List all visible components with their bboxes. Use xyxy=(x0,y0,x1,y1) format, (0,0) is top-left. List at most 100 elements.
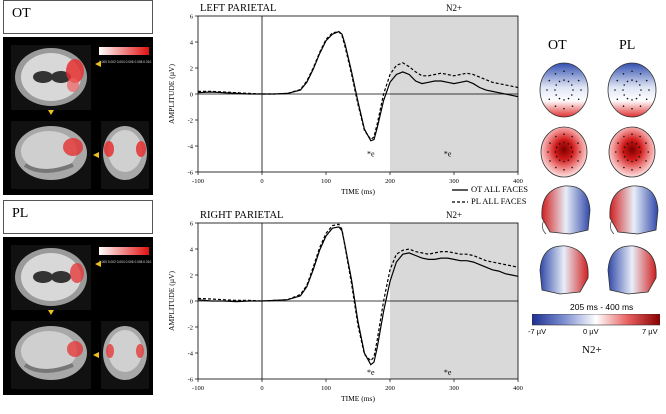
electrode-dot xyxy=(622,105,625,107)
source-panel-pl: PL 0.000 0.002 0.004 0.006 0.008 0.010 xyxy=(3,200,153,395)
electrode-dot xyxy=(639,94,641,96)
electrode-dot xyxy=(563,70,565,73)
topo-ot-back xyxy=(540,126,588,178)
electrode-dot xyxy=(580,89,582,91)
topo-cbar-min: -7 µV xyxy=(528,327,547,336)
electrode-dot xyxy=(571,84,573,86)
y-tick-label: 0 xyxy=(190,299,193,306)
electrode-dot xyxy=(645,160,647,162)
electrode-dot xyxy=(555,94,557,96)
shaded-label: N2+ xyxy=(446,3,462,13)
annotation-e: *e xyxy=(367,149,375,158)
electrode-dot xyxy=(623,146,626,149)
electrode-dot xyxy=(631,79,633,81)
shaded-label: N2+ xyxy=(446,210,462,220)
y-tick-label: -4 xyxy=(188,351,194,358)
mri-colorbar xyxy=(99,47,149,55)
arrow-marker xyxy=(95,61,101,67)
electrode-dot xyxy=(558,80,561,83)
electrode-dot xyxy=(631,70,633,73)
y-tick-label: 2 xyxy=(190,273,193,280)
electrode-dot xyxy=(635,143,638,145)
arrow-marker xyxy=(48,310,54,315)
electrode-dot xyxy=(617,160,619,162)
electrode-dot xyxy=(563,169,565,171)
panel-label: OT xyxy=(12,6,31,21)
x-tick-label: 400 xyxy=(513,385,523,392)
electrode-dot xyxy=(563,141,565,144)
y-axis-label: AMPLITUDE (µV) xyxy=(167,64,176,124)
electrode-dot xyxy=(567,159,570,161)
electrode-dot xyxy=(639,151,642,153)
electrode-dot xyxy=(645,142,647,144)
annotation-e: *e xyxy=(367,368,375,377)
electrode-dot xyxy=(554,151,557,153)
topo-cbar-mid: 0 µV xyxy=(583,327,599,336)
electrode-dot xyxy=(638,155,641,158)
electrode-dot xyxy=(548,98,551,101)
electrode-dot xyxy=(570,155,573,158)
electrode-dot xyxy=(571,73,574,75)
electrode-dot xyxy=(626,80,629,83)
series-ot-line xyxy=(197,226,519,366)
electrode-dot xyxy=(563,133,565,135)
legend-ot: OT ALL FACES xyxy=(471,184,528,194)
erp-chart-svg: -100 0 100 200 300 400 -6 -4 -2 0 2 4 6 RIGHT PARIETA… xyxy=(167,210,523,403)
electrode-dot xyxy=(554,89,556,91)
electrode-dot xyxy=(640,89,642,91)
colorbar-ticks: 0.000 0.002 0.004 0.006 0.008 0.010 xyxy=(99,260,152,264)
electrode-dot xyxy=(631,141,633,144)
sagittal-slice xyxy=(11,321,91,389)
electrode-dot xyxy=(554,105,557,107)
electrode-dot xyxy=(555,135,557,138)
topo-col-ot: OT xyxy=(548,38,567,53)
electrode-dot xyxy=(563,79,565,81)
electrode-dot xyxy=(555,155,558,158)
x-tick-label: 100 xyxy=(321,385,331,392)
y-tick-label: 4 xyxy=(190,40,194,47)
legend-pl: PL ALL FACES xyxy=(471,196,527,206)
chart-title: RIGHT PARIETAL xyxy=(200,210,283,221)
y-tick-label: 2 xyxy=(190,66,193,73)
electrode-dot xyxy=(555,84,557,86)
sagittal-slice xyxy=(11,121,91,189)
topo-cbar-max: 7 µV xyxy=(642,327,658,336)
colorbar-ticks: 0.000 0.002 0.004 0.006 0.008 0.010 xyxy=(99,60,152,64)
electrode-dot xyxy=(645,79,648,82)
electrode-dot xyxy=(558,159,561,161)
topo-component: N2+ xyxy=(582,344,602,356)
topo-window: 205 ms - 400 ms xyxy=(570,302,634,312)
panel-label-box: PL xyxy=(3,200,153,234)
topo-col-pl: PL xyxy=(619,38,636,53)
electrode-dot xyxy=(639,135,641,138)
y-tick-label: -4 xyxy=(188,144,194,151)
topo-pl-right xyxy=(607,245,657,295)
x-tick-label: 300 xyxy=(449,178,459,185)
electrode-dot xyxy=(577,142,579,144)
electrode-dot xyxy=(555,166,557,169)
electrode-dot xyxy=(623,84,625,86)
x-tick-label: 400 xyxy=(513,178,523,185)
electrode-dot xyxy=(631,169,633,171)
electrode-dot xyxy=(571,105,574,107)
mri-slices: 0.000 0.002 0.004 0.006 0.008 0.010 xyxy=(11,45,152,189)
x-tick-label: 300 xyxy=(449,385,459,392)
series-pl-line xyxy=(197,223,519,362)
electrode-dot xyxy=(546,89,548,91)
electrode-dot xyxy=(572,89,574,91)
x-tick-label: 200 xyxy=(385,385,395,392)
electrode-dot xyxy=(547,151,549,153)
electrode-dot xyxy=(635,97,638,100)
topo-ot-right xyxy=(539,245,589,295)
x-tick-label: 200 xyxy=(385,178,395,185)
electrode-dot xyxy=(623,166,625,169)
electrode-dot xyxy=(623,135,625,138)
electrode-dot xyxy=(631,160,633,163)
y-tick-label: -6 xyxy=(188,377,194,384)
electrode-dot xyxy=(639,84,641,86)
y-tick-label: -2 xyxy=(188,325,193,332)
electrode-dot xyxy=(622,151,625,153)
x-tick-label: 0 xyxy=(260,178,263,185)
y-tick-label: 0 xyxy=(190,92,193,99)
y-tick-label: 6 xyxy=(190,14,194,21)
